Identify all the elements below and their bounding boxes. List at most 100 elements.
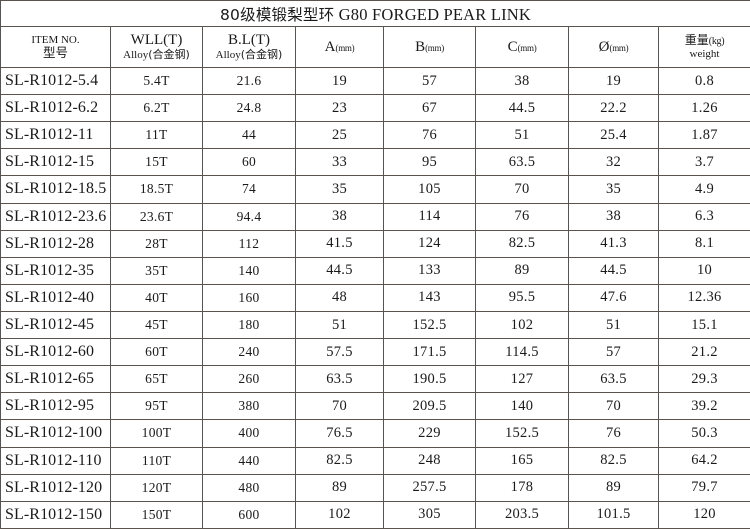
cell-b: 124 bbox=[383, 229, 476, 258]
header-b-main: B(mm) bbox=[384, 39, 475, 56]
header-weight-en: weight bbox=[689, 47, 720, 60]
header-weight-unit: (kg) bbox=[708, 36, 725, 48]
cell-b: 114 bbox=[383, 202, 476, 231]
column-header-weight: 重量(kg) weight bbox=[657, 26, 750, 68]
header-bl-paren: (T) bbox=[250, 32, 271, 49]
cell-a: 76.5 bbox=[295, 419, 384, 448]
cell-wll: 28T bbox=[110, 229, 203, 258]
cell-c: 76 bbox=[475, 202, 569, 231]
cell-b: 305 bbox=[383, 500, 476, 529]
cell-item-no: SL-R1012-6.2 bbox=[0, 94, 111, 123]
cell-weight: 3.7 bbox=[657, 148, 750, 177]
cell-dia: 89 bbox=[568, 473, 659, 502]
cell-b: 57 bbox=[383, 66, 476, 96]
table-row: SL-R1012-120 120T 480 89 257.5 178 89 79.7 bbox=[0, 473, 750, 502]
cell-bl: 24.8 bbox=[202, 94, 296, 123]
cell-wll: 65T bbox=[110, 365, 203, 394]
cell-dia: 38 bbox=[568, 202, 659, 231]
cell-dia: 70 bbox=[568, 392, 659, 421]
cell-dia: 82.5 bbox=[568, 446, 659, 475]
header-wll-main: WLL(T) bbox=[111, 32, 202, 49]
header-item-no-cn: 型号 bbox=[42, 45, 68, 61]
header-bl-main: B.L(T) bbox=[203, 32, 295, 49]
cell-a: 25 bbox=[295, 121, 384, 150]
cell-a: 63.5 bbox=[295, 365, 384, 394]
column-header-bl: B.L(T) Alloy(合金钢) bbox=[202, 26, 296, 68]
table-row: SL-R1012-11 11T 44 25 76 51 25.4 1.87 bbox=[0, 121, 750, 150]
column-header-a: A(mm) bbox=[295, 26, 384, 68]
cell-bl: 140 bbox=[202, 256, 296, 285]
cell-wll: 45T bbox=[110, 310, 203, 340]
header-c-unit: (mm) bbox=[517, 42, 537, 53]
header-row: ITEM NO. 型号 WLL(T) Alloy(合金钢) B.L(T) All… bbox=[0, 26, 750, 68]
cell-dia: 35 bbox=[568, 175, 659, 204]
header-weight-cn-label: 重量 bbox=[684, 33, 709, 48]
cell-item-no: SL-R1012-35 bbox=[0, 256, 111, 285]
cell-wll: 18.5T bbox=[110, 175, 203, 204]
cell-bl: 160 bbox=[202, 283, 296, 312]
cell-c: 102 bbox=[475, 310, 569, 340]
cell-b: 67 bbox=[383, 94, 476, 123]
cell-weight: 10 bbox=[657, 256, 750, 285]
cell-wll: 40T bbox=[110, 283, 203, 312]
cell-wll: 150T bbox=[110, 500, 203, 529]
cell-b: 190.5 bbox=[383, 365, 476, 394]
cell-c: 89 bbox=[475, 256, 569, 285]
table-row: SL-R1012-15 15T 60 33 95 63.5 32 3.7 bbox=[0, 148, 750, 177]
cell-bl: 240 bbox=[202, 338, 296, 367]
cell-c: 70 bbox=[475, 175, 569, 204]
cell-wll: 120T bbox=[110, 473, 203, 502]
diameter-icon: Ø bbox=[598, 38, 610, 55]
cell-b: 248 bbox=[383, 446, 476, 475]
cell-item-no: SL-R1012-18.5 bbox=[0, 175, 111, 204]
cell-a: 57.5 bbox=[295, 338, 384, 367]
header-dia-main: Ø(mm) bbox=[569, 39, 658, 56]
cell-wll: 23.6T bbox=[110, 202, 203, 231]
cell-wll: 95T bbox=[110, 392, 203, 421]
cell-weight: 21.2 bbox=[657, 338, 750, 367]
table-row: SL-R1012-60 60T 240 57.5 171.5 114.5 57 21.2 bbox=[0, 338, 750, 367]
cell-dia: 41.3 bbox=[568, 229, 659, 258]
table-row: SL-R1012-35 35T 140 44.5 133 89 44.5 10 bbox=[0, 256, 750, 285]
header-c-main: C(mm) bbox=[476, 39, 568, 56]
cell-a: 70 bbox=[295, 392, 384, 421]
cell-wll: 5.4T bbox=[110, 66, 203, 96]
cell-b: 209.5 bbox=[383, 392, 476, 421]
cell-item-no: SL-R1012-100 bbox=[0, 419, 111, 448]
cell-weight: 79.7 bbox=[657, 473, 750, 502]
cell-bl: 440 bbox=[202, 446, 296, 475]
header-dia-unit: (mm) bbox=[609, 42, 629, 53]
cell-b: 229 bbox=[383, 419, 476, 448]
cell-weight: 29.3 bbox=[657, 365, 750, 394]
cell-bl: 600 bbox=[202, 500, 296, 529]
cell-wll: 100T bbox=[110, 419, 203, 448]
cell-c: 178 bbox=[475, 473, 569, 502]
cell-wll: 15T bbox=[110, 148, 203, 177]
header-wll-alloy-cn: (合金钢) bbox=[148, 48, 190, 62]
cell-a: 23 bbox=[295, 94, 384, 123]
cell-weight: 1.26 bbox=[657, 94, 750, 123]
cell-bl: 21.6 bbox=[202, 66, 296, 96]
cell-b: 152.5 bbox=[383, 310, 476, 340]
page-title-english: G80 FORGED PEAR LINK bbox=[338, 4, 532, 24]
table-row: SL-R1012-5.4 5.4T 21.6 19 57 38 19 0.8 bbox=[0, 66, 750, 96]
header-bl-alloy: Alloy bbox=[215, 49, 241, 62]
header-c-label: C bbox=[507, 38, 518, 55]
header-a-main: A(mm) bbox=[296, 39, 383, 56]
page-title-chinese: 80级模锻梨型环 bbox=[220, 5, 335, 24]
cell-b: 133 bbox=[383, 256, 476, 285]
cell-wll: 60T bbox=[110, 338, 203, 367]
header-a-label: A bbox=[324, 38, 336, 55]
cell-a: 35 bbox=[295, 175, 384, 204]
header-wll-alloy: Alloy bbox=[123, 49, 149, 62]
cell-dia: 25.4 bbox=[568, 121, 659, 150]
cell-item-no: SL-R1012-60 bbox=[0, 338, 111, 367]
cell-dia: 76 bbox=[568, 419, 659, 448]
cell-weight: 120 bbox=[657, 500, 750, 529]
column-header-b: B(mm) bbox=[383, 26, 476, 68]
cell-dia: 101.5 bbox=[568, 500, 659, 529]
cell-bl: 380 bbox=[202, 392, 296, 421]
cell-c: 140 bbox=[475, 392, 569, 421]
table-row: SL-R1012-28 28T 112 41.5 124 82.5 41.3 8.1 bbox=[0, 229, 750, 258]
cell-wll: 6.2T bbox=[110, 94, 203, 123]
